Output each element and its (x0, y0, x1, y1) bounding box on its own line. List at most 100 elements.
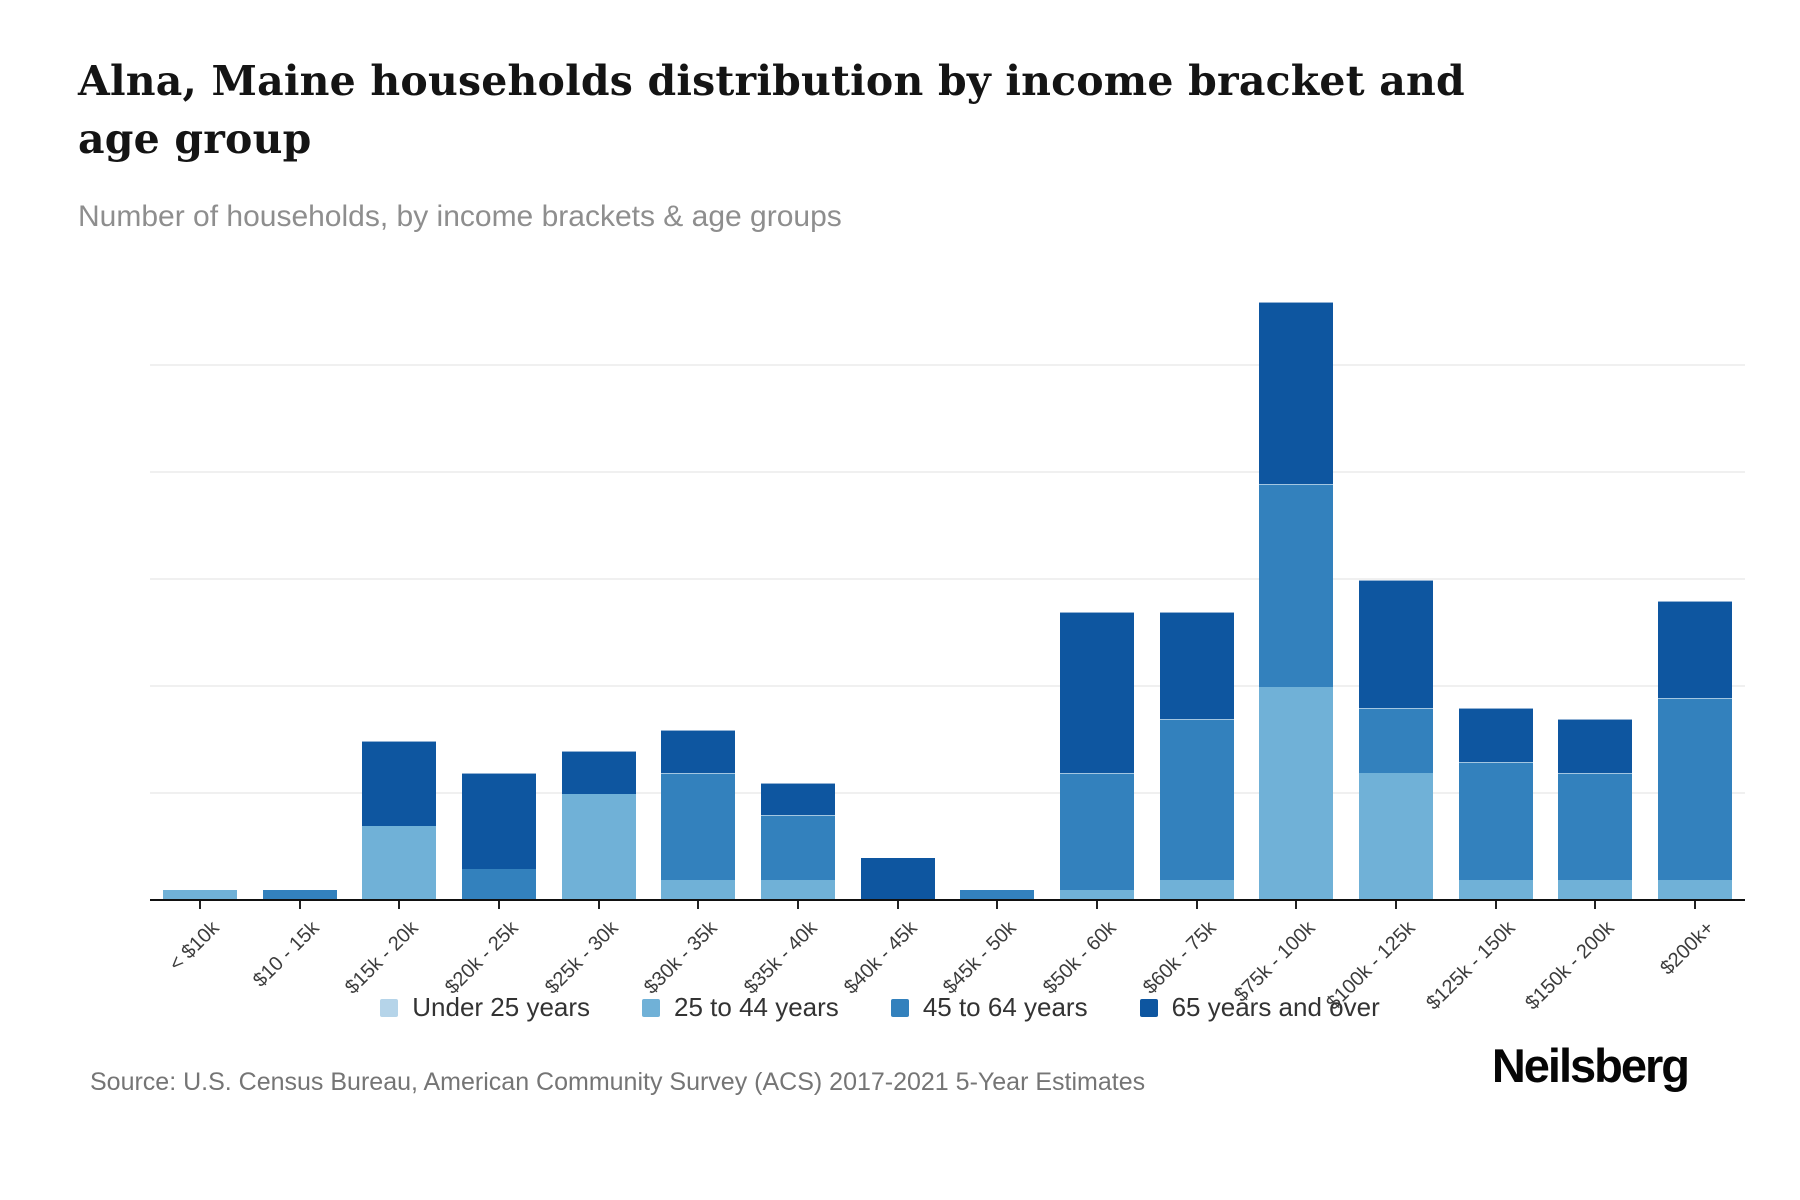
gridline-y-20 (150, 685, 1745, 687)
bar-slot (1047, 251, 1147, 901)
bar-$45k - 50k (960, 890, 1035, 901)
bar-segment[interactable] (1060, 612, 1135, 773)
bar-segment[interactable] (1259, 687, 1334, 901)
x-tick-mark (198, 901, 201, 909)
x-tick-mark (1694, 901, 1697, 909)
bar-segment[interactable] (661, 879, 736, 901)
bar-segment[interactable] (1259, 301, 1334, 484)
bar-segment[interactable] (461, 772, 536, 869)
bar-segment[interactable] (1259, 483, 1334, 687)
chart-subtitle: Number of households, by income brackets… (78, 200, 842, 233)
x-label-anchor: $125k - 150k (1388, 917, 1519, 1014)
bar-segment[interactable] (860, 858, 935, 901)
bar-segment[interactable] (760, 879, 835, 901)
x-tick-mark (796, 901, 799, 909)
bar-segment[interactable] (1060, 772, 1135, 891)
bar-$50k - 60k (1060, 612, 1135, 901)
bar-$35k - 40k (760, 783, 835, 901)
bar-segment[interactable] (1658, 601, 1733, 698)
bar-segment[interactable] (1658, 697, 1733, 880)
x-label-anchor: $25k - 30k (513, 917, 623, 999)
x-tick-label: $40k - 45k (839, 917, 922, 999)
bar-segment[interactable] (1458, 761, 1533, 880)
bar-$10 - 15k (262, 890, 337, 901)
bar-segment[interactable] (1159, 612, 1234, 720)
bar-slot (848, 251, 948, 901)
x-tick-mark (398, 901, 401, 909)
x-tick-label: $15k - 20k (341, 917, 423, 999)
bar-segment[interactable] (661, 772, 736, 880)
bar-segment[interactable] (1359, 580, 1434, 709)
bar-$40k - 45k (860, 858, 935, 901)
legend-swatch (1139, 998, 1158, 1017)
bar-segment[interactable] (1060, 890, 1135, 901)
bar-segment[interactable] (960, 890, 1035, 901)
bar-segment[interactable] (561, 751, 636, 794)
bar-segment[interactable] (262, 890, 337, 901)
x-tick-mark (1295, 901, 1298, 909)
bar-segment[interactable] (1658, 879, 1733, 901)
x-label-anchor: < $10k (147, 917, 223, 975)
bar-$125k - 150k (1458, 708, 1533, 901)
bar-segment[interactable] (1359, 772, 1434, 901)
bar-slot (349, 251, 449, 901)
bar-$30k - 35k (661, 729, 736, 901)
bar-$20k - 25k (461, 772, 536, 901)
bar-segment[interactable] (760, 783, 835, 816)
bar-segment[interactable] (1558, 772, 1633, 880)
bar-segment[interactable] (1159, 879, 1234, 901)
x-tick-label: $50k - 60k (1038, 917, 1121, 999)
x-tick-mark (597, 901, 600, 909)
bar-segment[interactable] (1558, 719, 1633, 773)
bar-segment[interactable] (1458, 708, 1533, 762)
bar-segment[interactable] (561, 794, 636, 901)
bar-segment[interactable] (1159, 719, 1234, 880)
legend-label: 65 years and over (1171, 992, 1380, 1022)
legend-label: Under 25 years (412, 992, 591, 1022)
chart-legend: Under 25 years 25 to 44 years 45 to 64 yea… (0, 992, 1760, 1023)
bar-slot (748, 251, 848, 901)
x-label-anchor: $15k - 20k (314, 917, 423, 999)
x-label-anchor: $60k - 75k (1111, 917, 1221, 999)
bar-segment[interactable] (1558, 879, 1633, 901)
plot-area (150, 251, 1745, 901)
x-tick-label: $45k - 50k (939, 917, 1021, 999)
bar-segment[interactable] (1458, 879, 1533, 901)
x-label-anchor: $10 - 15k (224, 917, 324, 992)
bar-segment[interactable] (362, 740, 437, 827)
legend-item-under-25-years[interactable]: Under 25 years (380, 992, 590, 1023)
bar-segment[interactable] (1359, 708, 1434, 773)
x-label-anchor: $20k - 25k (414, 917, 523, 999)
bar-segment[interactable] (162, 890, 237, 901)
x-axis-line (150, 899, 1745, 901)
bar-segment[interactable] (760, 815, 835, 880)
x-label-anchor: $100k - 125k (1288, 917, 1419, 1014)
x-tick-mark (896, 901, 899, 909)
legend-item-25-to-44-years[interactable]: 25 to 44 years (642, 992, 839, 1023)
bar-slot (250, 251, 350, 901)
bar-segment[interactable] (362, 826, 437, 901)
x-label-anchor: $40k - 45k (812, 917, 922, 999)
x-tick-mark (1494, 901, 1497, 909)
bar-$25k - 30k (561, 751, 636, 901)
bar-$75k - 100k (1259, 301, 1334, 901)
x-label-anchor: $50k - 60k (1012, 917, 1121, 999)
brand-logo: Neilsberg (1491, 1039, 1690, 1092)
bar-slot (1147, 251, 1247, 901)
x-tick-label: $25k - 30k (540, 917, 623, 999)
source-text: Source: U.S. Census Bureau, American Com… (90, 1068, 1146, 1096)
bar-segment[interactable] (661, 729, 736, 773)
bar-slot (648, 251, 748, 901)
bar-slot (549, 251, 649, 901)
x-tick-label: $30k - 35k (640, 917, 722, 999)
x-tick-mark (1195, 901, 1198, 909)
bar-segment[interactable] (461, 868, 536, 901)
x-tick-label: < $10k (164, 917, 224, 976)
bar-$15k - 20k (362, 740, 437, 901)
legend-item-65-years-and-over[interactable]: 65 years and over (1139, 992, 1380, 1023)
legend-label: 25 to 44 years (674, 992, 839, 1022)
gridline-y-10 (150, 792, 1745, 794)
legend-item-45-to-64-years[interactable]: 45 to 64 years (890, 992, 1088, 1023)
x-label-anchor: $45k - 50k (912, 917, 1021, 999)
bar-slot (1546, 251, 1646, 901)
